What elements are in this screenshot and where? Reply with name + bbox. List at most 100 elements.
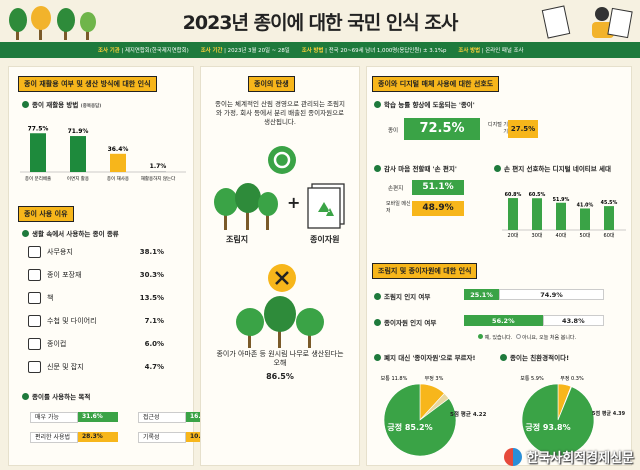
usage-section-tag: 종이 사용 이유 [18, 206, 74, 222]
pie-label-main: 긍정 85.2% [387, 422, 432, 432]
purpose-name: 접근성 [138, 411, 186, 423]
letter-b-value: 48.9% [412, 201, 464, 216]
aware1-label-text: 조림지 인지 여부 [384, 293, 431, 301]
bullet-icon [374, 319, 381, 326]
recycle-bar-chart: 77.5% 종이 분리배출 71.9% 이면지 활용 36.4% 종이 재사용 1.7% 재활… [20, 125, 186, 182]
legend-no-swatch [515, 334, 521, 339]
letter-a-value: 51.1% [412, 180, 464, 195]
recycle-sub-note: (중복응답) [80, 104, 102, 109]
bar [532, 198, 542, 230]
usage-subheading: 생활 속에서 사용하는 종이 종류 [22, 228, 119, 238]
aware1-label: 조림지 인지 여부 [374, 291, 430, 301]
purpose-sub-label: 종이를 사용하는 목적 [32, 393, 91, 401]
info-value: | 2023년 3월 20일 ~ 28일 [224, 48, 290, 54]
aware2-stacked-bar: 56.2% 43.8% [464, 315, 604, 326]
letter-a-label: 손편지 [388, 186, 404, 192]
learn-digital-value: 27.5% [508, 120, 538, 138]
info-value: | 온라인 패널 조사 [481, 48, 524, 54]
bar-category-label: 50대 [580, 232, 591, 239]
bar-value-label: 51.9% [553, 197, 570, 203]
bar [604, 206, 614, 230]
info-value: | 제지연합회(한국제지연합회) [121, 48, 189, 54]
left-panel [8, 66, 194, 466]
circle-o-icon [268, 146, 296, 174]
bar-category-label: 재활용하지 않는다 [141, 175, 176, 182]
bar [110, 153, 126, 172]
letter-sub-label: 감사 마음 전할때 '손 편지' [384, 165, 457, 173]
info-key: 조사 방법 [301, 48, 324, 54]
usage-item: 종이 포장재 30.3% [28, 269, 164, 281]
bar-category-label: 종이 재사용 [107, 175, 129, 182]
book-icon [28, 292, 41, 304]
learn-digital-label: 디지털 기기 [488, 122, 508, 135]
bullet-icon [374, 101, 381, 108]
x-mark-icon [268, 264, 296, 292]
bar [508, 198, 518, 230]
plus-sign: + [287, 193, 301, 212]
usage-item-name: 신문 및 잡지 [47, 363, 84, 371]
pie2-score: 5점 평균 4.39 [592, 411, 626, 417]
usage-item: 사무용지 38.1% [28, 246, 164, 258]
usage-item-name: 사무용지 [47, 248, 73, 256]
bar [580, 208, 590, 230]
info-value: | 전국 20~69세 남녀 1,000명(응답인원) ± 3.1%p [325, 48, 447, 54]
aware1-stacked-bar: 25.1% 74.9% [464, 289, 604, 300]
bar-value-label: 36.4% [108, 146, 129, 153]
learning-subheading: 학습 능률 향상에 도움되는 '종이' [374, 99, 475, 109]
aware2-label: 종이자원 인지 여부 [374, 317, 436, 327]
pie-label-low: 부정 3% [425, 375, 444, 382]
page-title: 2023년 종이에 대한 국민 인식 조사 [182, 12, 459, 34]
bar-category-label: 종이 분리배출 [25, 175, 51, 182]
bar [150, 171, 166, 173]
recycle-sub-label: 종이 재활용 방법 [32, 101, 79, 109]
legend-yes-label: 예, 있습니다. [484, 335, 513, 341]
pie2-sub-label: 종이는 친환경적이다! [510, 354, 570, 362]
native-bar-chart: 60.8% 20대 60.5% 30대 51.9% 40대 41.0% 50대 45.5% 60대 [502, 192, 626, 239]
usage-item-name: 수첩 및 다이어리 [47, 317, 97, 325]
pie1-score: 5점 평균 4.22 [450, 412, 487, 418]
watermark-text: 한국사회적경제신문 [526, 451, 634, 466]
pie2-subheading: 종이는 친환경적이다! [500, 352, 569, 362]
purpose-item: 편리한 사용법 28.3% [30, 431, 118, 443]
letter-subheading: 감사 마음 전할때 '손 편지' [374, 163, 457, 173]
purpose-subheading: 종이를 사용하는 목적 [22, 391, 90, 401]
purpose-item: 매우 가능 31.6% [30, 411, 118, 423]
bar-category-label: 20대 [508, 232, 519, 239]
purpose-name: 매우 가능 [30, 411, 78, 423]
awareness-section-tag: 조림지 및 종이자원에 대한 인식 [372, 263, 478, 279]
usage-item: 수첩 및 다이어리 7.1% [28, 315, 164, 327]
cup-icon [28, 338, 41, 350]
bullet-icon [500, 354, 507, 361]
bar-value-label: 77.5% [28, 125, 49, 132]
person-reading-icon [541, 5, 633, 39]
usage-sub-label: 생활 속에서 사용하는 종이 종류 [32, 230, 119, 238]
bullet-icon [374, 165, 381, 172]
learning-sub-label: 학습 능률 향상에 도움되는 '종이' [384, 101, 475, 109]
usage-item-name: 종이 포장재 [47, 271, 82, 279]
aware-legend: 예, 있습니다. 아니요, 오늘 처음 봅니다. [478, 334, 576, 341]
bar-value-label: 71.9% [68, 128, 89, 135]
bullet-icon [22, 101, 29, 108]
bar-value-label: 60.8% [505, 192, 522, 198]
purpose-pct: 31.6% [78, 412, 118, 422]
recycle-subheading: 종이 재활용 방법 (중복응답) [22, 99, 101, 109]
bullet-icon [22, 393, 29, 400]
bar-value-label: 60.5% [529, 192, 546, 198]
notebook-icon [28, 315, 41, 327]
native-subheading: 손 편지 선호하는 디지털 네이티브 세대 [494, 163, 611, 173]
learn-paper-label: 종이 [388, 128, 399, 134]
letter-b-label: 모바일 메신저 [386, 201, 411, 214]
purpose-name: 기록성 [138, 431, 186, 443]
usage-item-pct: 38.1% [139, 248, 164, 256]
recycle-section-tag: 종이 재활용 여부 및 생산 방식에 대한 인식 [18, 76, 157, 92]
info-key: 조사 기간 [200, 48, 223, 54]
usage-item-name: 종이컵 [47, 340, 67, 348]
forest-trees-icon [214, 183, 278, 230]
usage-item: 종이컵 6.0% [28, 338, 164, 350]
recycle-label: 종이자원 [310, 235, 340, 244]
usage-item-pct: 6.0% [144, 340, 164, 348]
legend-no-label: 아니요, 오늘 처음 봅니다. [522, 335, 577, 341]
pie-label-mid: 보통 5.9% [520, 376, 544, 382]
info-key: 조사 방법 [458, 48, 481, 54]
pie-slice [383, 383, 457, 457]
